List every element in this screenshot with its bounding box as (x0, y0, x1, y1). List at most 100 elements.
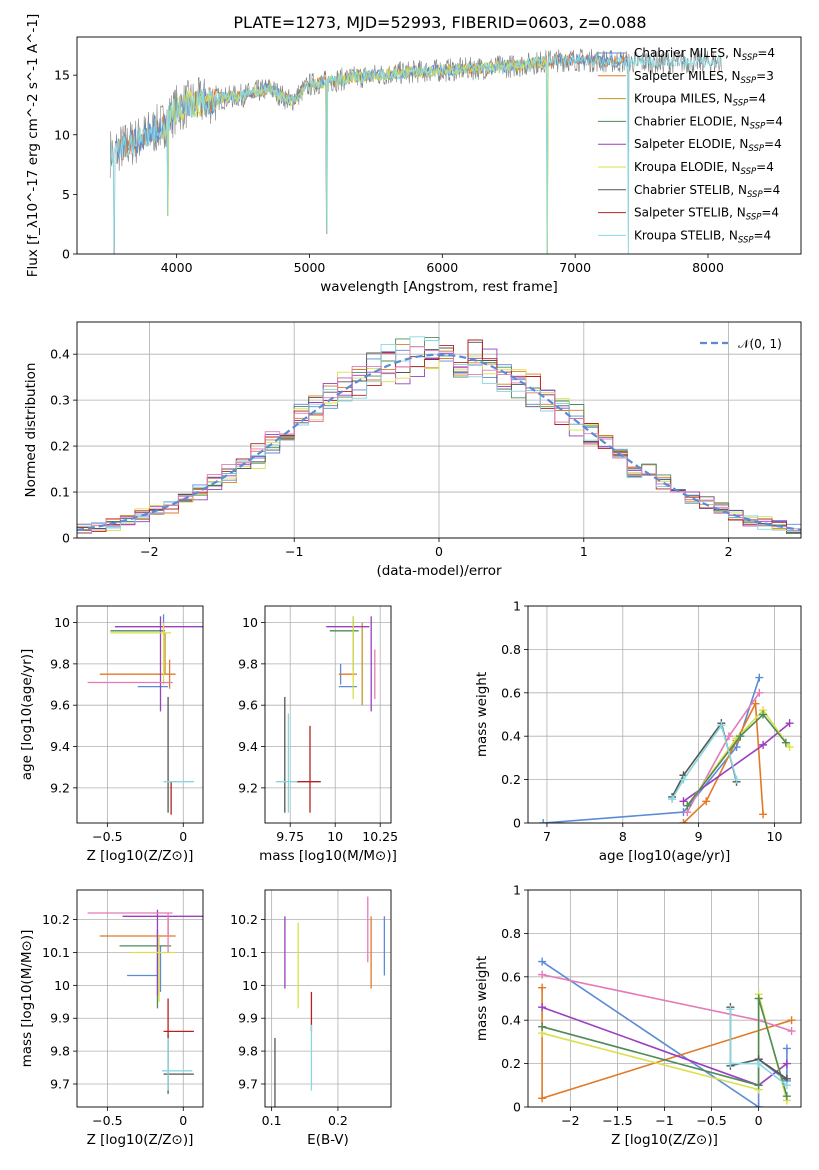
y-tick-label: 0.1 (50, 485, 70, 500)
y-tick-label: 0.3 (50, 393, 70, 408)
series-line (686, 708, 791, 807)
x-tick-label: 9 (695, 829, 703, 844)
y-tick-label: 1 (513, 599, 521, 614)
y-tick-label: 1 (513, 883, 521, 898)
y-tick-label: 0.4 (501, 729, 521, 744)
y-tick-label: 9.2 (50, 780, 70, 795)
series-marker (679, 819, 688, 823)
legend-entry: Salpeter MILES, NSSP=3 (634, 69, 774, 86)
y-tick-label: 0.8 (501, 642, 521, 657)
series-marker (787, 1016, 796, 1025)
x-tick-label: 7000 (559, 260, 591, 275)
series-line (541, 973, 792, 1032)
chart-residuals: −2 −1 0 1 2 0 0.1 0.2 0.3 0.4 (data-model)/error No… (23, 321, 802, 579)
series-marker (726, 1005, 735, 1014)
series-marker (754, 994, 763, 1003)
x-axis-label: wavelength [Angstrom, rest frame] (320, 279, 558, 295)
page-title: PLATE=1273, MJD=52993, FIBERID=0603, z=0… (233, 13, 646, 32)
x-tick-label: 8 (619, 829, 627, 844)
series-marker (717, 721, 726, 730)
x-tick-label: −0.5 (92, 1113, 122, 1128)
y-tick-label: 0.2 (501, 772, 521, 787)
series-marker (782, 1092, 791, 1101)
series-marker (785, 719, 794, 728)
series-marker (702, 797, 711, 806)
y-tick-label: 9.4 (50, 739, 70, 754)
series-marker (759, 740, 768, 749)
model-spectrum (109, 54, 722, 254)
series-marker (751, 699, 760, 708)
x-tick-label: 6000 (426, 260, 458, 275)
series-marker (754, 1103, 763, 1107)
series-marker (732, 775, 741, 784)
y-tick-label: 0 (513, 1100, 521, 1115)
series-line (686, 713, 787, 807)
legend-entry: 𝒩(0, 1) (738, 337, 782, 351)
series-line (541, 998, 788, 1097)
y-tick-label: 9.2 (238, 780, 258, 795)
series-marker (538, 1003, 547, 1012)
plot-area (87, 909, 203, 1094)
y-tick-label: 10.2 (230, 912, 258, 927)
legend-entry: Kroupa ELODIE, NSSP=4 (634, 160, 774, 177)
x-tick-label: −2 (561, 1113, 579, 1128)
x-tick-label: −2 (140, 544, 158, 559)
x-tick-label: −0.5 (696, 1113, 726, 1128)
series-marker (539, 819, 548, 823)
observed-spectrum (109, 48, 722, 254)
legend-entry: Kroupa STELIB, NSSP=4 (634, 228, 771, 245)
plot-area (77, 336, 801, 534)
x-axis-label: Z [log10(Z/Z⊙)] (611, 1132, 718, 1148)
series-marker (782, 1044, 791, 1053)
series-marker (754, 1081, 763, 1090)
series-marker (759, 710, 768, 719)
chart-spectrum: 4000 5000 6000 7000 8000 0 5 10 15 wavelength [An… (25, 14, 802, 295)
y-tick-label: 9.8 (238, 1044, 258, 1059)
series-marker (683, 801, 692, 810)
axes-frame (264, 605, 392, 824)
y-tick-label: 0.6 (501, 969, 521, 984)
x-tick-label: −1 (655, 1113, 673, 1128)
x-tick-label: 10.25 (362, 829, 398, 844)
y-tick-label: 9.7 (238, 1076, 258, 1091)
chart-mass_weight_vs_Z: −2 −1.5 −1 −0.5 0 0 0.2 0.4 0.6 0.8 1 Z [log10(Z/Z⊙… (474, 883, 802, 1148)
series-marker (755, 688, 764, 697)
legend-entry: Kroupa MILES, NSSP=4 (634, 92, 766, 109)
y-axis-label: mass weight (474, 672, 490, 757)
x-tick-label: 9.75 (276, 829, 304, 844)
y-tick-label: 0.4 (50, 347, 70, 362)
x-tick-label: 0 (179, 829, 187, 844)
series-marker (679, 775, 688, 784)
y-tick-label: 9.8 (238, 656, 258, 671)
x-axis-label: mass [log10(M/M⊙)] (259, 848, 397, 864)
series-marker (538, 1022, 547, 1031)
axes-frame (264, 889, 392, 1108)
series-marker (538, 970, 547, 979)
y-tick-label: 10.1 (230, 945, 258, 960)
x-tick-label: −0.5 (92, 829, 122, 844)
y-tick-label: 10.2 (42, 912, 70, 927)
series-marker (785, 743, 794, 752)
series-marker (668, 795, 677, 804)
y-tick-label: 9.9 (238, 1011, 258, 1026)
y-tick-label: 9.9 (50, 1011, 70, 1026)
x-tick-label: 10 (767, 829, 783, 844)
x-tick-label: 5000 (294, 260, 326, 275)
plot-area (539, 673, 794, 823)
plot-area (87, 614, 203, 815)
legend-entry: Chabrier STELIB, NSSP=4 (634, 183, 780, 200)
plot-area (109, 48, 722, 254)
series-line (729, 1009, 788, 1086)
series-line (543, 677, 761, 823)
chart-age_vs_Z: −0.5 0 9.2 9.4 9.6 9.8 10 Z [log10(Z/Z⊙)] age [l… (19, 605, 204, 864)
series-line (671, 723, 738, 800)
y-tick-label: 9.6 (238, 698, 258, 713)
legend-entry: Salpeter ELODIE, NSSP=4 (634, 137, 782, 154)
y-tick-label: 0.8 (501, 926, 521, 941)
y-axis-label: age [log10(age/yr)] (19, 649, 35, 781)
x-axis-label: Z [log10(Z/Z⊙)] (87, 848, 194, 864)
x-tick-label: 0 (435, 544, 443, 559)
series-marker (755, 673, 764, 682)
series-marker (781, 738, 790, 747)
